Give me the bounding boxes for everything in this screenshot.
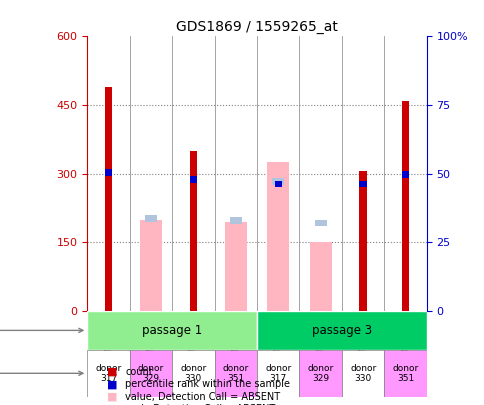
Bar (267, 162, 289, 311)
Text: donor
317: donor 317 (95, 364, 121, 383)
Bar (87, 311, 257, 350)
Bar (383, 350, 426, 397)
Bar (257, 311, 426, 350)
Bar (229, 217, 241, 224)
Text: ■: ■ (106, 392, 117, 402)
Text: ■: ■ (106, 379, 117, 389)
Text: donor
330: donor 330 (349, 364, 376, 383)
Text: donor
351: donor 351 (222, 364, 248, 383)
Title: GDS1869 / 1559265_at: GDS1869 / 1559265_at (176, 20, 337, 34)
Bar (274, 181, 281, 188)
Bar (214, 350, 257, 397)
Bar (224, 222, 246, 311)
Text: value, Detection Call = ABSENT: value, Detection Call = ABSENT (125, 392, 280, 402)
Bar (105, 169, 112, 176)
Text: donor
351: donor 351 (392, 364, 418, 383)
Bar (272, 178, 284, 185)
Bar (145, 215, 156, 222)
Text: donor
330: donor 330 (180, 364, 206, 383)
Text: count: count (125, 367, 152, 377)
Text: donor
329: donor 329 (137, 364, 164, 383)
Bar (129, 350, 172, 397)
Bar (401, 171, 408, 178)
Bar (189, 151, 197, 311)
Bar (139, 220, 162, 311)
Text: growth protocol: growth protocol (0, 325, 83, 335)
Text: passage 3: passage 3 (311, 324, 371, 337)
Bar (172, 350, 214, 397)
Text: individual: individual (0, 368, 83, 378)
Bar (401, 100, 408, 311)
Bar (314, 220, 326, 226)
Bar (189, 176, 197, 183)
Bar (105, 87, 112, 311)
Text: donor
317: donor 317 (265, 364, 291, 383)
Text: passage 1: passage 1 (142, 324, 202, 337)
Bar (359, 171, 366, 311)
Bar (359, 181, 366, 188)
Bar (299, 350, 341, 397)
Bar (257, 350, 299, 397)
Bar (87, 350, 129, 397)
Bar (341, 350, 383, 397)
Text: percentile rank within the sample: percentile rank within the sample (125, 379, 289, 389)
Bar (309, 243, 331, 311)
Text: donor
329: donor 329 (307, 364, 333, 383)
Text: ■: ■ (106, 367, 117, 377)
